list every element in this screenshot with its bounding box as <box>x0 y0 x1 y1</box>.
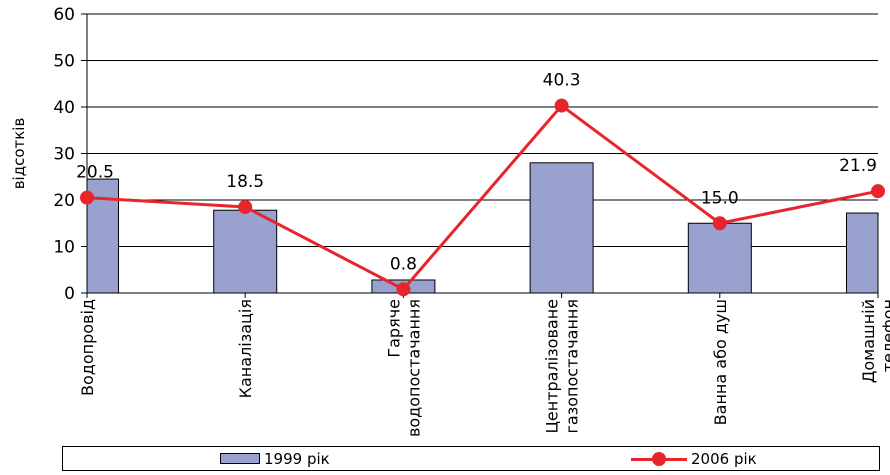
legend: 1999 рік 2006 рік <box>62 446 880 471</box>
x-tick-label: Каналізація <box>236 299 255 398</box>
data-label-2006: 40.3 <box>543 71 581 91</box>
point-2006 <box>396 282 411 297</box>
point-2006 <box>80 190 94 205</box>
chart: 0 10 20 30 40 50 60 відсотків Водопровід Каналіза… <box>10 5 890 437</box>
x-tick-label: Гаряче <box>384 299 403 358</box>
line-2006 <box>86 103 879 292</box>
y-tick-label: 40 <box>53 98 75 118</box>
x-tick-label: Домашній <box>859 299 878 383</box>
y-tick-label: 60 <box>53 5 75 25</box>
y-tick-label: 30 <box>53 145 75 165</box>
x-tick-label: водопостачання <box>404 299 423 437</box>
x-tick-label: Водопровід <box>78 299 97 396</box>
data-label-2006: 0.8 <box>390 254 417 274</box>
legend-label-2006: 2006 рік <box>691 449 757 468</box>
y-tick-label: 0 <box>64 284 75 304</box>
legend-bar-swatch <box>220 453 260 464</box>
data-label-2006: 15.0 <box>701 188 739 208</box>
bar-1999 <box>687 222 752 294</box>
legend-item-1999: 1999 рік <box>220 447 330 470</box>
point-2006 <box>554 98 569 113</box>
data-label-2006: 21.9 <box>839 156 877 176</box>
legend-item-2006: 2006 рік <box>631 447 757 470</box>
data-label-2006: 18.5 <box>226 172 264 192</box>
bar-1999 <box>846 212 879 294</box>
y-tick-label: 50 <box>53 52 75 72</box>
point-2006 <box>871 184 885 199</box>
y-tick-label: 10 <box>53 238 75 258</box>
x-tick-label: Централізоване <box>543 299 562 434</box>
y-tick-label: 20 <box>53 191 75 211</box>
bar-1999 <box>529 162 594 294</box>
y-axis-label: відсотків <box>10 118 28 190</box>
legend-line-swatch <box>631 451 687 466</box>
point-2006 <box>712 216 727 231</box>
data-label-2006: 20.5 <box>76 163 114 183</box>
point-2006 <box>238 199 253 214</box>
legend-label-1999: 1999 рік <box>264 449 330 468</box>
x-tick-label: телефон <box>879 299 890 372</box>
x-tick-label: Ванна або душ <box>711 299 730 425</box>
bar-1999 <box>213 209 278 294</box>
x-tick-label: газопостачання <box>563 299 582 433</box>
